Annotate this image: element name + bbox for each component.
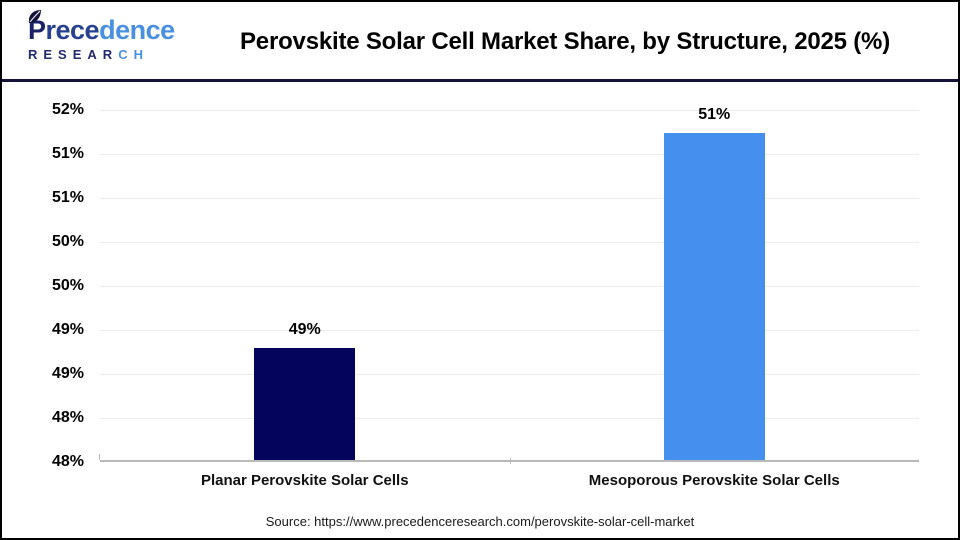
research-segment-1: CH <box>118 47 149 62</box>
gridline-49 <box>100 374 919 375</box>
chart-title: Perovskite Solar Cell Market Share, by S… <box>239 28 890 55</box>
research-segment-0: RESEAR <box>28 47 119 62</box>
gridline-50 <box>100 286 919 287</box>
header: Precedence RESEARCH Perovskite Solar Cel… <box>2 2 958 82</box>
x-axis-label-mesoporous-perovskite-solar-cells: Mesoporous Perovskite Solar Cells <box>588 472 840 489</box>
brand-segment-2: dence <box>99 15 175 45</box>
y-tick-label-5: 49% <box>51 321 84 338</box>
gridline-51-5 <box>100 154 919 155</box>
y-tick-label-6: 49% <box>51 365 84 382</box>
bar-planar-perovskite-solar-cells <box>254 348 356 460</box>
y-tick-label-1: 51% <box>51 145 84 162</box>
bar-value-label-planar-perovskite-solar-cells: 49% <box>288 321 321 339</box>
gridline-52 <box>100 110 919 111</box>
logo-brand-text: Precedence <box>28 15 208 45</box>
precedence-research-logo: Precedence RESEARCH <box>28 10 208 62</box>
gridline-51 <box>100 198 919 199</box>
gridline-50-5 <box>100 242 919 243</box>
brand-segment-1: rece <box>45 15 100 45</box>
y-tick-label-3: 50% <box>51 233 84 250</box>
logo-research-text: RESEARCH <box>28 47 208 62</box>
y-tick-label-0: 52% <box>51 101 84 118</box>
x-axis-category-tick <box>509 458 511 464</box>
leaf-icon <box>27 9 43 30</box>
y-tick-label-7: 48% <box>51 409 84 426</box>
y-tick-label-2: 51% <box>51 189 84 206</box>
gridline-49-5 <box>100 330 919 331</box>
y-tick-label-4: 50% <box>51 277 84 294</box>
y-tick-label-8: 48% <box>51 453 84 470</box>
bar-mesoporous-perovskite-solar-cells <box>663 132 765 460</box>
source-citation: Source: https://www.precedenceresearch.c… <box>265 514 695 529</box>
x-axis-label-planar-perovskite-solar-cells: Planar Perovskite Solar Cells <box>200 472 409 489</box>
plot-area: 49% 51% <box>99 106 919 464</box>
gridline-48-5 <box>100 418 919 419</box>
bar-value-label-mesoporous-perovskite-solar-cells: 51% <box>698 105 731 123</box>
y-axis-spine <box>99 454 100 460</box>
